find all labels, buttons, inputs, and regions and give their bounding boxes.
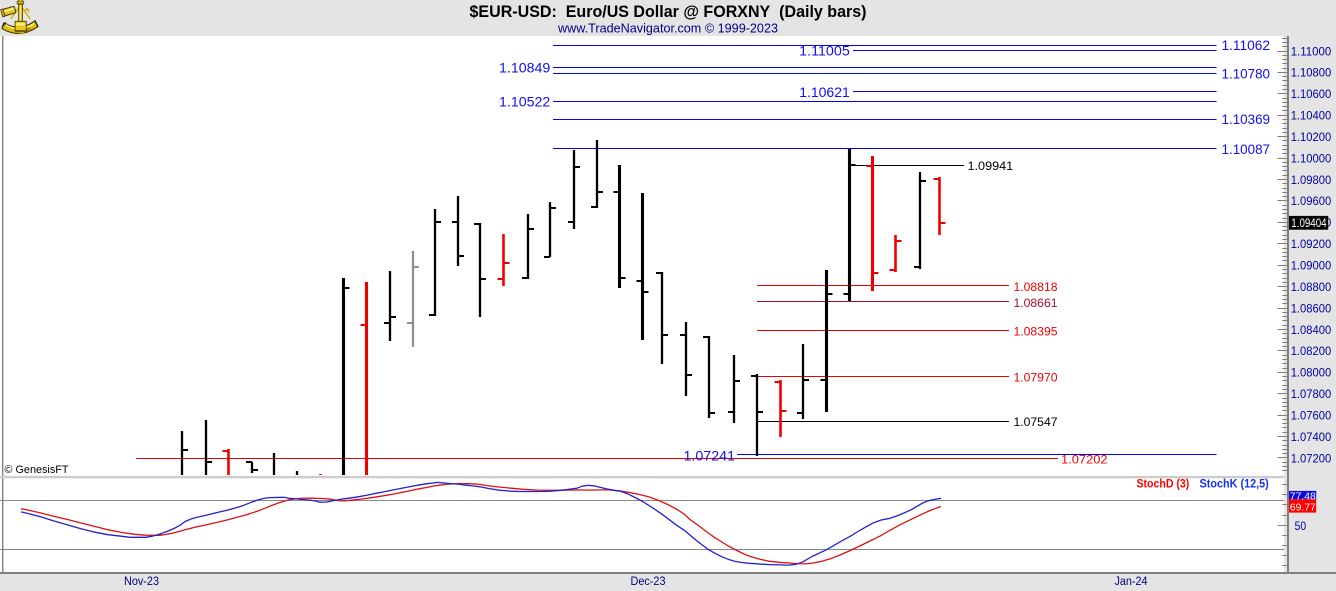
svg-text:1.08600: 1.08600: [1291, 303, 1332, 315]
svg-text:1.08661: 1.08661: [1014, 296, 1058, 310]
svg-text:50: 50: [1295, 521, 1307, 533]
svg-text:1.09200: 1.09200: [1291, 239, 1332, 251]
svg-text:1.10600: 1.10600: [1291, 89, 1332, 101]
svg-text:1.08200: 1.08200: [1291, 346, 1332, 358]
svg-text:69.77: 69.77: [1290, 502, 1316, 514]
svg-text:1.08000: 1.08000: [1291, 368, 1332, 380]
svg-text:1.08818: 1.08818: [1014, 280, 1058, 294]
svg-text:www.TradeNavigator.com © 1999-: www.TradeNavigator.com © 1999-2023: [557, 21, 778, 35]
svg-text:1.07600: 1.07600: [1291, 410, 1332, 422]
svg-text:1.07800: 1.07800: [1291, 389, 1332, 401]
svg-text:1.08400: 1.08400: [1291, 325, 1332, 337]
svg-text:1.11000: 1.11000: [1291, 46, 1332, 58]
svg-text:1.07547: 1.07547: [1014, 415, 1058, 429]
svg-text:1.09600: 1.09600: [1291, 196, 1332, 208]
svg-text:Jan-24: Jan-24: [1115, 576, 1149, 588]
svg-text:1.08800: 1.08800: [1291, 282, 1332, 294]
svg-text:1.11005: 1.11005: [799, 42, 850, 58]
svg-text:1.11062: 1.11062: [1222, 37, 1271, 53]
svg-text:1.09800: 1.09800: [1291, 175, 1332, 187]
svg-text:1.07970: 1.07970: [1014, 370, 1058, 384]
svg-text:1.10800: 1.10800: [1291, 68, 1332, 80]
svg-text:1.10522: 1.10522: [499, 94, 551, 110]
svg-text:1.10000: 1.10000: [1291, 153, 1332, 165]
svg-text:Dec-23: Dec-23: [631, 576, 666, 588]
svg-text:1.10621: 1.10621: [799, 84, 850, 100]
svg-text:1.10400: 1.10400: [1291, 111, 1332, 123]
svg-text:1.10780: 1.10780: [1222, 65, 1271, 81]
svg-text:1.10200: 1.10200: [1291, 132, 1332, 144]
svg-text:Nov-23: Nov-23: [124, 576, 159, 588]
svg-text:1.09000: 1.09000: [1291, 261, 1332, 273]
svg-text:$EUR-USD: Euro/US Dollar @ FO: $EUR-USD: Euro/US Dollar @ FORXNY (Daily…: [470, 3, 867, 21]
svg-text:1.10369: 1.10369: [1222, 111, 1271, 127]
svg-text:1.07200: 1.07200: [1291, 453, 1332, 465]
svg-text:1.10849: 1.10849: [499, 60, 551, 76]
svg-text:1.08395: 1.08395: [1014, 324, 1058, 338]
svg-text:1.07202: 1.07202: [1061, 453, 1108, 467]
svg-text:StochK (12,5): StochK (12,5): [1200, 477, 1269, 491]
svg-text:1.10087: 1.10087: [1222, 141, 1271, 157]
svg-text:1.07241: 1.07241: [684, 448, 736, 464]
svg-text:77.48: 77.48: [1290, 491, 1316, 503]
svg-text:1.09404: 1.09404: [1291, 218, 1327, 230]
svg-text:© GenesisFT: © GenesisFT: [5, 464, 69, 476]
svg-text:1.07400: 1.07400: [1291, 432, 1332, 444]
svg-text:StochD (3): StochD (3): [1137, 477, 1190, 491]
svg-text:1.09941: 1.09941: [968, 159, 1014, 173]
